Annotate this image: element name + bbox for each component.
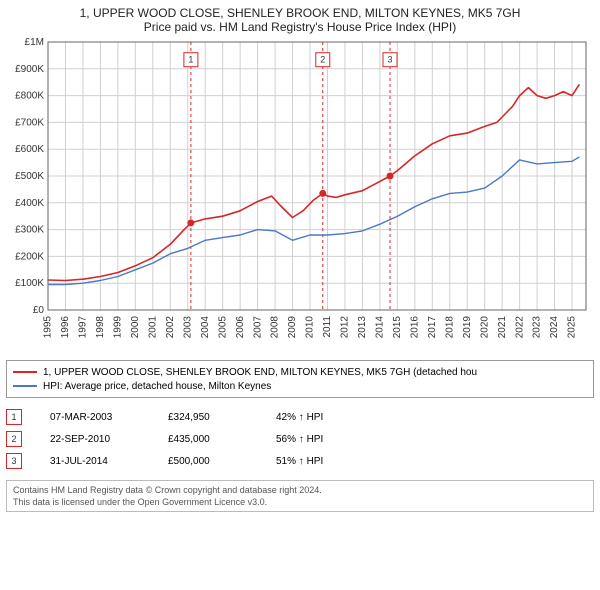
svg-text:£100K: £100K — [15, 278, 44, 289]
transaction-price: £324,950 — [168, 412, 248, 423]
svg-text:£400K: £400K — [15, 198, 44, 209]
svg-text:2004: 2004 — [200, 316, 211, 339]
svg-text:1995: 1995 — [43, 316, 54, 339]
attribution-line-2: This data is licensed under the Open Gov… — [13, 497, 587, 507]
svg-text:2008: 2008 — [270, 316, 281, 339]
title-line-1: 1, UPPER WOOD CLOSE, SHENLEY BROOK END, … — [6, 6, 594, 20]
svg-text:2010: 2010 — [305, 316, 316, 339]
svg-text:2002: 2002 — [165, 316, 176, 339]
chart-svg: £0 £100K £200K £300K £400K £500K £600K £700K £80… — [6, 34, 590, 354]
legend-item: 1, UPPER WOOD CLOSE, SHENLEY BROOK END, … — [13, 365, 587, 379]
svg-text:2011: 2011 — [322, 316, 333, 338]
transaction-row: 3 31-JUL-2014 £500,000 51% ↑ HPI — [6, 450, 594, 472]
transaction-row: 1 07-MAR-2003 £324,950 42% ↑ HPI — [6, 406, 594, 428]
transaction-diff: 56% ↑ HPI — [276, 434, 356, 445]
svg-text:2003: 2003 — [182, 316, 193, 339]
svg-text:1997: 1997 — [78, 316, 89, 339]
svg-text:£900K: £900K — [15, 64, 44, 75]
transaction-diff: 51% ↑ HPI — [276, 456, 356, 467]
line-chart: £0 £100K £200K £300K £400K £500K £600K £700K £80… — [6, 34, 594, 354]
svg-text:2009: 2009 — [287, 316, 298, 339]
transaction-date: 31-JUL-2014 — [50, 456, 140, 467]
title-line-2: Price paid vs. HM Land Registry's House … — [6, 20, 594, 34]
svg-text:2023: 2023 — [532, 316, 543, 339]
transaction-marker: 3 — [6, 453, 22, 469]
svg-text:2020: 2020 — [479, 316, 490, 339]
transaction-row: 2 22-SEP-2010 £435,000 56% ↑ HPI — [6, 428, 594, 450]
svg-text:£1M: £1M — [25, 37, 44, 48]
svg-text:2012: 2012 — [340, 316, 351, 339]
legend-label: HPI: Average price, detached house, Milt… — [43, 381, 271, 392]
transaction-date: 07-MAR-2003 — [50, 412, 140, 423]
svg-text:2017: 2017 — [427, 316, 438, 339]
transaction-price: £435,000 — [168, 434, 248, 445]
svg-text:3: 3 — [388, 55, 393, 65]
svg-text:1999: 1999 — [113, 316, 124, 339]
svg-text:2001: 2001 — [147, 316, 158, 339]
svg-text:£800K: £800K — [15, 91, 44, 102]
transaction-price: £500,000 — [168, 456, 248, 467]
svg-text:£0: £0 — [33, 305, 45, 316]
svg-text:2019: 2019 — [462, 316, 473, 339]
svg-text:2006: 2006 — [235, 316, 246, 339]
svg-text:2018: 2018 — [444, 316, 455, 339]
svg-text:£600K: £600K — [15, 144, 44, 155]
svg-text:£700K: £700K — [15, 117, 44, 128]
transaction-date: 22-SEP-2010 — [50, 434, 140, 445]
transaction-diff: 42% ↑ HPI — [276, 412, 356, 423]
svg-text:2014: 2014 — [375, 316, 386, 339]
svg-text:2015: 2015 — [392, 316, 403, 339]
svg-text:2005: 2005 — [217, 316, 228, 339]
svg-text:1996: 1996 — [60, 316, 71, 339]
svg-text:2021: 2021 — [497, 316, 508, 339]
svg-text:1: 1 — [188, 55, 193, 65]
transactions-table: 1 07-MAR-2003 £324,950 42% ↑ HPI 2 22-SEP-201… — [6, 406, 594, 472]
legend-item: HPI: Average price, detached house, Milt… — [13, 379, 587, 393]
svg-text:£500K: £500K — [15, 171, 44, 182]
svg-text:£200K: £200K — [15, 251, 44, 262]
svg-text:2022: 2022 — [514, 316, 525, 339]
svg-text:2025: 2025 — [567, 316, 578, 339]
svg-text:2013: 2013 — [357, 316, 368, 339]
svg-text:2016: 2016 — [409, 316, 420, 339]
svg-text:2024: 2024 — [549, 316, 560, 339]
attribution: Contains HM Land Registry data © Crown c… — [6, 480, 594, 512]
chart-title-block: 1, UPPER WOOD CLOSE, SHENLEY BROOK END, … — [6, 6, 594, 34]
svg-text:£300K: £300K — [15, 225, 44, 236]
attribution-line-1: Contains HM Land Registry data © Crown c… — [13, 485, 587, 495]
legend: 1, UPPER WOOD CLOSE, SHENLEY BROOK END, … — [6, 360, 594, 398]
svg-text:2007: 2007 — [252, 316, 263, 339]
legend-swatch — [13, 385, 37, 387]
svg-text:1998: 1998 — [95, 316, 106, 339]
svg-text:2: 2 — [320, 55, 325, 65]
transaction-marker: 1 — [6, 409, 22, 425]
svg-text:2000: 2000 — [130, 316, 141, 339]
legend-swatch — [13, 371, 37, 373]
legend-label: 1, UPPER WOOD CLOSE, SHENLEY BROOK END, … — [43, 367, 477, 378]
transaction-marker: 2 — [6, 431, 22, 447]
